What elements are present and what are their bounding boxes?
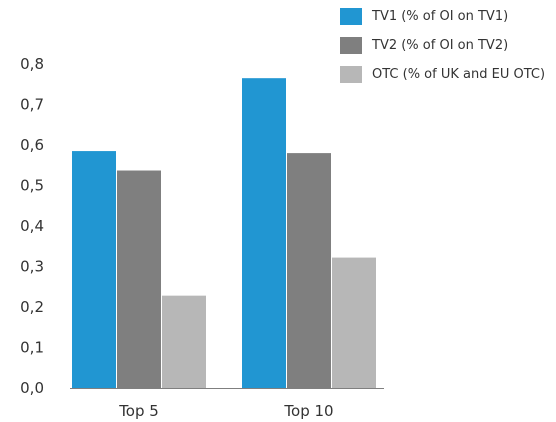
- y-tick-label: 0,1: [20, 339, 44, 357]
- legend-swatch-tv1: [340, 7, 362, 25]
- legend-item: TV1 (% of OI on TV1): [340, 6, 545, 26]
- bar-top-5-series-3: [162, 295, 206, 388]
- legend-item: TV2 (% of OI on TV2): [340, 35, 545, 55]
- bar-top-10-series-2: [287, 153, 331, 388]
- bar-top-5-series-2: [117, 170, 161, 388]
- legend-swatch-otc: [340, 65, 362, 83]
- x-tick-label: Top 5: [118, 402, 159, 420]
- y-tick-label: 0,5: [20, 177, 44, 195]
- legend-label: OTC (% of UK and EU OTC): [372, 66, 546, 82]
- legend-swatch-tv2: [340, 36, 362, 54]
- legend-item: OTC (% of UK and EU OTC): [340, 64, 545, 84]
- y-tick-label: 0,6: [20, 136, 44, 154]
- y-tick-label: 0,4: [20, 217, 44, 235]
- bar-top-10-series-3: [332, 257, 376, 388]
- y-tick-label: 0,0: [20, 379, 44, 397]
- bars: [72, 78, 376, 389]
- legend-label: TV2 (% of OI on TV2): [372, 37, 509, 53]
- y-tick-label: 0,8: [20, 55, 44, 73]
- y-axis-ticks: 0,0 0,1 0,2 0,3 0,4 0,5 0,6 0,7 0,8: [20, 55, 44, 397]
- bar-top-10-series-1: [242, 78, 286, 389]
- legend-label: TV1 (% of OI on TV1): [372, 8, 509, 24]
- legend: TV1 (% of OI on TV1) TV2 (% of OI on TV2…: [340, 6, 545, 93]
- x-tick-label: Top 10: [283, 402, 333, 420]
- y-tick-label: 0,3: [20, 258, 44, 276]
- x-axis-ticks: Top 5 Top 10: [118, 402, 333, 420]
- y-tick-label: 0,7: [20, 96, 44, 114]
- bar-top-5-series-1: [72, 151, 116, 388]
- y-tick-label: 0,2: [20, 298, 44, 316]
